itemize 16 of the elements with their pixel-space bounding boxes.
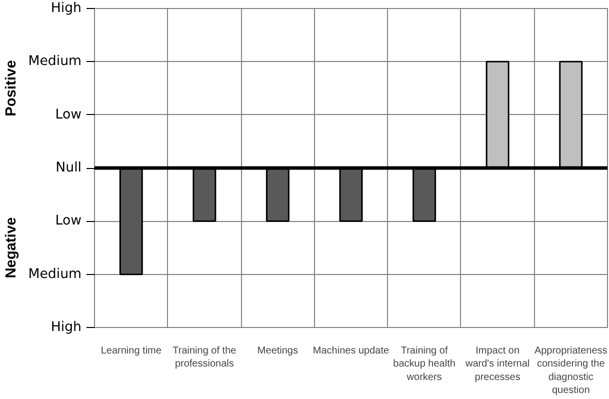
x-tick-label: Learning time (100, 346, 162, 356)
text: High (50, 1, 82, 16)
x-tick-label: Training of backup health workers (393, 346, 456, 383)
text: Low (55, 107, 82, 122)
x-tick-label: Training of the professionals (172, 346, 237, 370)
x-tick-label: Meetings (257, 346, 298, 356)
text: Medium (28, 54, 82, 70)
text: High (50, 320, 82, 335)
text: Positive (4, 60, 20, 116)
text: Negative (4, 217, 20, 278)
x-tick-label: Impact on ward's internal precesses (464, 346, 530, 383)
x-tick-label: Appropriateness considering the diagnostic question (534, 346, 608, 396)
text: Null (56, 160, 82, 176)
text: Medium (28, 266, 82, 282)
text: Low (55, 214, 82, 229)
x-tick-label: Machines update (312, 346, 390, 356)
